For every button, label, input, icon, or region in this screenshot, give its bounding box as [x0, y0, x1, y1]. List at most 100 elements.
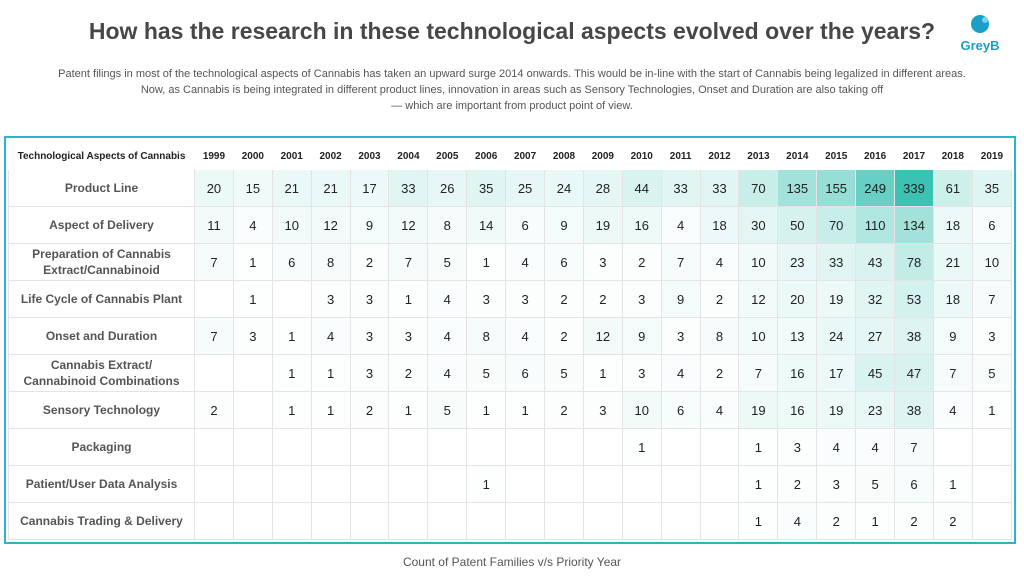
column-header: 2004: [388, 142, 429, 170]
heatmap-cell: [582, 428, 623, 466]
column-header: 2010: [621, 142, 662, 170]
heatmap-cell: 4: [427, 280, 468, 318]
heatmap-cell: 1: [310, 354, 351, 392]
table-row: Packaging 1 1 3 4 4 7: [8, 428, 1013, 466]
heatmap-cell: 13: [777, 317, 818, 355]
heatmap-cell: 7: [194, 317, 234, 355]
heatmap-cell: 1: [388, 280, 429, 318]
row-label: Cannabis Extract/ Cannabinoid Combinatio…: [8, 354, 195, 392]
heatmap-cell: 1: [271, 354, 312, 392]
heatmap-cell: 8: [699, 317, 740, 355]
heatmap-cell: 6: [971, 206, 1013, 244]
heatmap-cell: 4: [660, 206, 701, 244]
heatmap-cell: 17: [816, 354, 857, 392]
heatmap-cell: 1: [232, 280, 273, 318]
heatmap-cell: [971, 465, 1013, 503]
heatmap-cell: 19: [582, 206, 623, 244]
column-header: 2008: [544, 142, 584, 170]
heatmap-cell: 3: [660, 317, 701, 355]
table-row: Preparation of Cannabis Extract/Cannabin…: [8, 243, 1013, 281]
heatmap-cell: 61: [932, 169, 973, 207]
heatmap-cell: [271, 280, 312, 318]
heatmap-cell: 134: [894, 206, 934, 244]
heatmap-cell: 2: [194, 391, 234, 429]
heatmap-cell: 9: [544, 206, 584, 244]
table-body: Product Line 20 15 21 21 17 33 26 35 25 24 28 44 33 33…: [8, 169, 1013, 540]
heatmap-cell: [699, 465, 740, 503]
heatmap-cell: 6: [660, 391, 701, 429]
heatmap-cell: 2: [544, 391, 584, 429]
row-header: Technological Aspects of Cannabis: [8, 142, 195, 170]
heatmap-cell: 44: [621, 169, 662, 207]
heatmap-cell: 33: [388, 169, 429, 207]
heatmap-cell: 7: [932, 354, 973, 392]
heatmap-cell: 3: [349, 354, 390, 392]
heatmap-cell: [932, 428, 973, 466]
heatmap-cell: [505, 465, 546, 503]
heatmap-cell: 1: [271, 391, 312, 429]
row-label: Cannabis Trading & Delivery: [8, 502, 195, 540]
column-header: 2002: [310, 142, 351, 170]
heatmap-cell: 10: [271, 206, 312, 244]
table-row: Product Line 20 15 21 21 17 33 26 35 25 24 28 44 33 33…: [8, 169, 1013, 207]
heatmap-cell: [388, 428, 429, 466]
heatmap-cell: 5: [427, 391, 468, 429]
row-label: Life Cycle of Cannabis Plant: [8, 280, 195, 318]
heatmap-cell: 5: [544, 354, 584, 392]
heatmap-cell: 3: [466, 280, 507, 318]
heatmap-cell: 18: [932, 280, 973, 318]
heatmap-cell: 1: [271, 317, 312, 355]
heatmap-cell: 16: [777, 354, 818, 392]
heatmap-cell: 3: [349, 280, 390, 318]
heatmap-cell: [194, 465, 234, 503]
heatmap-cell: 3: [971, 317, 1013, 355]
heatmap-cell: 7: [894, 428, 934, 466]
heatmap-cell: 110: [855, 206, 896, 244]
subtitle-line: Now, as Cannabis is being integrated in …: [140, 84, 884, 96]
table-frame: [4, 136, 1016, 544]
heatmap-cell: 1: [738, 465, 779, 503]
heatmap-cell: [582, 465, 623, 503]
heatmap-cell: 2: [388, 354, 429, 392]
heatmap-cell: 4: [310, 317, 351, 355]
heatmap-cell: 2: [349, 391, 390, 429]
heatmap-cell: 9: [660, 280, 701, 318]
heatmap-cell: [466, 502, 507, 540]
heatmap-cell: 2: [932, 502, 973, 540]
heatmap-cell: 38: [894, 317, 934, 355]
heatmap-cell: 4: [505, 317, 546, 355]
row-label: Sensory Technology: [8, 391, 195, 429]
heatmap-cell: 1: [310, 391, 351, 429]
subtitle-line: Patent filings in most of the technologi…: [58, 68, 966, 80]
heatmap-cell: 8: [466, 317, 507, 355]
heatmap-cell: 1: [466, 465, 507, 503]
heatmap-cell: 10: [971, 243, 1013, 281]
heatmap-cell: [232, 391, 273, 429]
heatmap-cell: 19: [816, 280, 857, 318]
heatmap-cell: 8: [310, 243, 351, 281]
heatmap-cell: 3: [816, 465, 857, 503]
heatmap-cell: 10: [621, 391, 662, 429]
heatmap-cell: 1: [466, 391, 507, 429]
table-row: Sensory Technology 2 1 1 2 1 5 1 1 2 3 10 6 4 19 16 19 23…: [8, 391, 1013, 429]
table-row: Cannabis Trading & Delivery 1 4 2 1 2 2: [8, 502, 1013, 540]
heatmap-cell: 4: [816, 428, 857, 466]
heatmap-cell: 35: [971, 169, 1013, 207]
heatmap-cell: 3: [621, 354, 662, 392]
heatmap-cell: 4: [777, 502, 818, 540]
axis-caption: Count of Patent Families v/s Priority Ye…: [402, 555, 622, 569]
heatmap-cell: 6: [544, 243, 584, 281]
column-header: 2005: [427, 142, 468, 170]
heatmap-cell: [232, 428, 273, 466]
heatmap-cell: 4: [855, 428, 896, 466]
heatmap-cell: 21: [271, 169, 312, 207]
heatmap-cell: 12: [388, 206, 429, 244]
heatmap-cell: 19: [816, 391, 857, 429]
heatmap-cell: 70: [816, 206, 857, 244]
subtitle: Patent filings in most of the technologi…: [40, 66, 984, 114]
heatmap-cell: 4: [427, 354, 468, 392]
logo-text: GreyB: [960, 38, 1000, 53]
heatmap-cell: 12: [310, 206, 351, 244]
heatmap-cell: 3: [388, 317, 429, 355]
heatmap-cell: 7: [738, 354, 779, 392]
